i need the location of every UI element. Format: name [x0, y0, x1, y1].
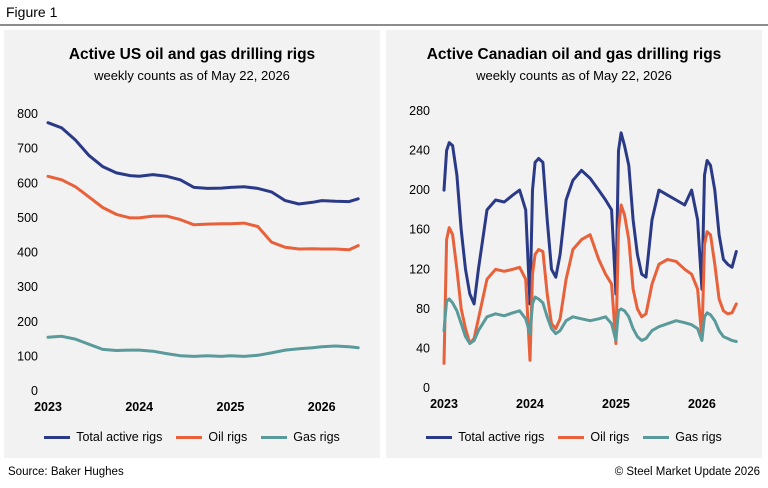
y-tick-label: 40	[416, 341, 430, 355]
y-tick-label: 700	[17, 142, 38, 156]
legend-item-oil: Oil rigs	[176, 430, 247, 444]
legend-label-gas: Gas rigs	[293, 430, 340, 444]
legend-swatch-total	[44, 435, 71, 439]
y-tick-label: 500	[17, 211, 38, 225]
legend-item-gas: Gas rigs	[643, 430, 722, 444]
y-tick-label: 100	[17, 349, 38, 363]
y-tick-label: 0	[423, 381, 430, 395]
y-tick-label: 800	[17, 107, 38, 121]
legend-swatch-oil	[558, 435, 585, 439]
canada-chart-title: Active Canadian oil and gas drilling rig…	[426, 46, 722, 63]
canada-chart-legend: Total active rigs Oil rigs Gas rigs	[386, 430, 762, 444]
y-tick-label: 280	[409, 104, 430, 118]
legend-swatch-oil	[176, 435, 203, 439]
y-tick-label: 160	[409, 223, 430, 237]
y-tick-label: 200	[409, 183, 430, 197]
us-rig-chart: 0 100 200 300 400 500 600 700 800 2023 2024 2025 202…	[17, 107, 360, 414]
source-note: Source: Baker Hughes	[8, 466, 124, 478]
y-tick-label: 400	[17, 246, 38, 260]
y-tick-label: 600	[17, 176, 38, 190]
us-chart-title: Active US oil and gas drilling rigs	[68, 46, 316, 63]
x-tick-label: 2026	[688, 397, 716, 411]
legend-item-gas: Gas rigs	[261, 430, 340, 444]
x-tick-label: 2024	[125, 400, 153, 414]
legend-label-gas: Gas rigs	[675, 430, 722, 444]
legend-label-oil: Oil rigs	[208, 430, 248, 444]
legend-label-total: Total active rigs	[458, 430, 545, 444]
us-chart-subtitle: weekly counts as of May 22, 2026	[94, 68, 290, 83]
copyright-note: © Steel Market Update 2026	[614, 466, 760, 478]
canada-rig-chart: 0 40 80 120 160 200 240 280 2023 2024 2025 2026	[409, 104, 738, 411]
legend-label-oil: Oil rigs	[590, 430, 630, 444]
y-tick-label: 0	[31, 384, 38, 398]
us-chart-panel: Active US oil and gas drilling rigs week…	[4, 30, 380, 458]
y-tick-label: 240	[409, 144, 430, 158]
gas-rigs-line	[46, 334, 360, 358]
top-divider	[0, 24, 768, 26]
y-tick-label: 300	[17, 280, 38, 294]
x-tick-label: 2024	[516, 397, 544, 411]
us-chart-legend: Total active rigs Oil rigs Gas rigs	[4, 430, 380, 444]
total-rigs-line	[442, 131, 738, 306]
x-tick-label: 2023	[34, 400, 62, 414]
legend-swatch-total	[426, 435, 453, 439]
oil-rigs-line	[46, 174, 360, 252]
legend-swatch-gas	[643, 435, 670, 439]
legend-swatch-gas	[261, 435, 288, 439]
legend-item-total: Total active rigs	[44, 430, 162, 444]
total-rigs-line	[46, 121, 360, 206]
x-tick-label: 2025	[602, 397, 630, 411]
y-tick-label: 120	[409, 262, 430, 276]
legend-item-total: Total active rigs	[426, 430, 544, 444]
x-tick-label: 2023	[430, 397, 458, 411]
canada-chart-subtitle: weekly counts as of May 22, 2026	[476, 68, 672, 83]
legend-item-oil: Oil rigs	[558, 430, 629, 444]
oil-rigs-line	[442, 203, 738, 365]
y-tick-label: 80	[416, 302, 430, 316]
x-tick-label: 2025	[217, 400, 245, 414]
legend-label-total: Total active rigs	[76, 430, 163, 444]
x-tick-label: 2026	[308, 400, 336, 414]
figure-label: Figure 1	[6, 4, 58, 20]
y-tick-label: 200	[17, 315, 38, 329]
canada-chart-panel: Active Canadian oil and gas drilling rig…	[386, 30, 762, 458]
gas-rigs-line	[442, 295, 738, 345]
